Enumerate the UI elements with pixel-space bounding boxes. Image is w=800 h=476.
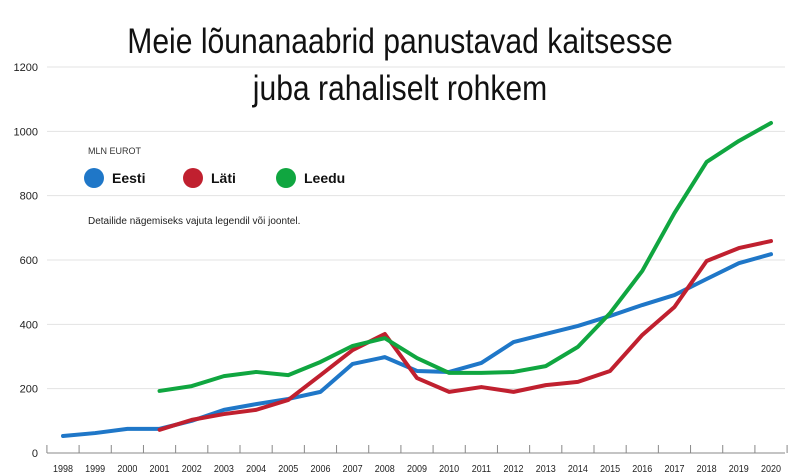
x-tick-label: 2020 — [761, 464, 781, 476]
x-tick-label: 2001 — [150, 464, 170, 476]
title-line-1: Meie lõunanaabrid panustavad kaitsesse — [127, 22, 673, 61]
x-tick-label: 1998 — [53, 464, 73, 476]
x-tick-label: 1999 — [85, 464, 105, 476]
x-tick-label: 2012 — [504, 464, 524, 476]
y-tick-label: 1200 — [14, 62, 38, 74]
x-tick-label: 2018 — [697, 464, 717, 476]
series-line-läti[interactable] — [157, 239, 773, 432]
x-tick-label: 2017 — [664, 464, 684, 476]
unit-label: MLN EUROT — [88, 146, 142, 156]
y-tick-label: 0 — [32, 448, 38, 460]
x-tick-label: 2007 — [343, 464, 363, 476]
y-tick-label: 1000 — [14, 126, 38, 138]
legend-dot-icon — [276, 168, 296, 188]
x-tick-label: 2010 — [439, 464, 459, 476]
x-tick-label: 2009 — [407, 464, 427, 476]
instruction-note: Detailide nägemiseks vajuta legendil või… — [88, 216, 301, 227]
x-tick-label: 2004 — [246, 464, 266, 476]
y-tick-label: 800 — [20, 191, 38, 203]
x-tick-label: 2015 — [600, 464, 620, 476]
chart-title: Meie lõunanaabrid panustavad kaitsesse j… — [56, 18, 744, 112]
x-tick-label: 2013 — [536, 464, 556, 476]
x-tick-label: 2003 — [214, 464, 234, 476]
y-tick-label: 400 — [20, 319, 38, 331]
legend-label: Leedu — [304, 170, 346, 186]
x-tick-label: 2016 — [632, 464, 652, 476]
legend-label: Läti — [211, 170, 236, 186]
x-tick-label: 2011 — [472, 464, 491, 476]
legend-dot-icon — [183, 168, 203, 188]
x-tick-label: 2019 — [729, 464, 749, 476]
legend-label: Eesti — [112, 170, 146, 186]
legend-dot-icon — [84, 168, 104, 188]
y-tick-label: 600 — [20, 255, 38, 267]
legend-item-leedu[interactable]: Leedu — [276, 168, 345, 188]
series-line-leedu[interactable] — [157, 120, 773, 393]
title-line-2: juba rahaliselt rohkem — [252, 69, 548, 108]
x-tick-label: 2000 — [117, 464, 137, 476]
y-tick-label: 200 — [20, 384, 38, 396]
x-tick-label: 2002 — [182, 464, 202, 476]
legend-item-lati[interactable]: Läti — [183, 168, 236, 188]
x-tick-label: 2014 — [568, 464, 588, 476]
legend-item-eesti[interactable]: Eesti — [84, 168, 145, 188]
x-tick-label: 2005 — [278, 464, 298, 476]
x-tick-label: 2006 — [310, 464, 330, 476]
series-line-eesti[interactable] — [61, 252, 773, 438]
x-tick-label: 2008 — [375, 464, 395, 476]
